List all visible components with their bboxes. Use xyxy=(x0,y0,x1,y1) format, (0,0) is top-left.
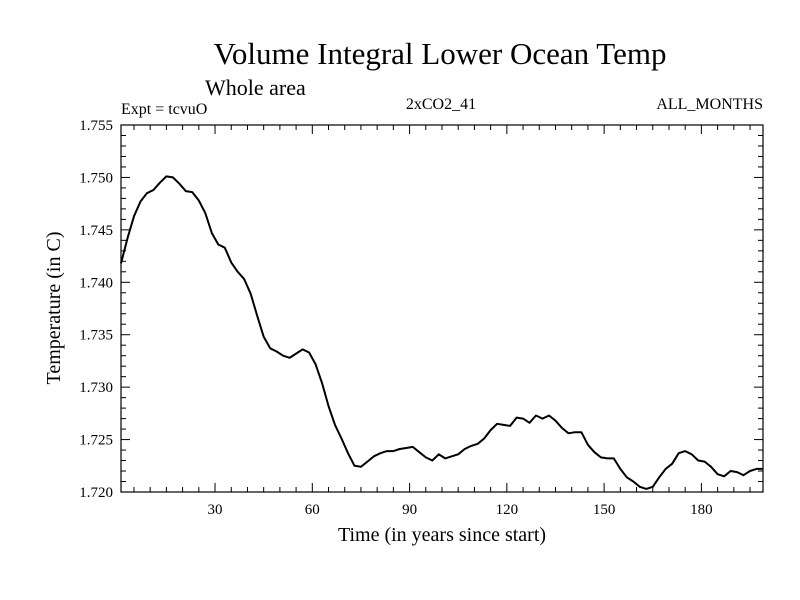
x-tick-label: 120 xyxy=(496,502,519,518)
y-tick-label: 1.730 xyxy=(79,380,113,396)
series-line xyxy=(120,175,763,490)
header-right: ALL_MONTHS xyxy=(656,96,763,113)
header-center: 2xCO2_41 xyxy=(406,96,476,113)
y-tick-label: 1.750 xyxy=(79,170,113,186)
header-left: Expt = tcvuO xyxy=(121,101,207,118)
chart-subtitle: Whole area xyxy=(205,75,306,100)
y-tick-label: 1.745 xyxy=(79,223,113,239)
x-tick-label: 60 xyxy=(305,502,320,518)
x-tick-label: 30 xyxy=(208,502,223,518)
axis-tick-labels: 30 60 90 120 150 180 1.720 1.725 1.730 1.735 1.740… xyxy=(79,118,712,518)
y-axis-label: Temperature (in C) xyxy=(43,232,65,385)
plot-frame xyxy=(120,124,764,493)
y-tick-label: 1.735 xyxy=(79,328,113,344)
x-tick-label: 90 xyxy=(402,502,417,518)
y-tick-label: 1.755 xyxy=(79,118,113,134)
x-axis-label: Time (in years since start) xyxy=(338,524,546,546)
x-tick-label: 150 xyxy=(593,502,616,518)
y-tick-label: 1.725 xyxy=(79,433,113,449)
y-tick-label: 1.740 xyxy=(79,275,113,291)
axis-ticks xyxy=(121,124,763,493)
x-tick-label: 180 xyxy=(690,502,713,518)
chart-title: Volume Integral Lower Ocean Temp xyxy=(214,36,667,71)
y-tick-label: 1.720 xyxy=(79,485,113,501)
